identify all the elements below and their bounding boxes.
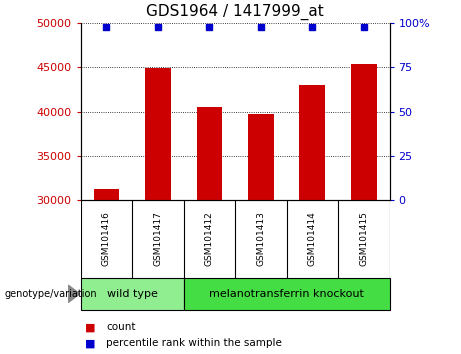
Bar	[248, 114, 274, 200]
Text: percentile rank within the sample: percentile rank within the sample	[106, 338, 282, 348]
Text: GSM101415: GSM101415	[359, 211, 368, 267]
Text: melanotransferrin knockout: melanotransferrin knockout	[209, 289, 364, 299]
Bar	[351, 64, 377, 200]
Bar	[145, 68, 171, 200]
Text: GSM101417: GSM101417	[154, 211, 162, 267]
Polygon shape	[68, 285, 80, 302]
Bar	[81, 278, 183, 310]
Text: GSM101414: GSM101414	[308, 212, 317, 266]
Text: genotype/variation: genotype/variation	[5, 289, 97, 299]
Text: GSM101413: GSM101413	[256, 211, 266, 267]
Text: count: count	[106, 322, 136, 332]
Bar	[300, 85, 325, 200]
Title: GDS1964 / 1417999_at: GDS1964 / 1417999_at	[146, 4, 324, 20]
Text: wild type: wild type	[106, 289, 158, 299]
Text: ■: ■	[85, 322, 96, 332]
Text: GSM101412: GSM101412	[205, 212, 214, 266]
Text: ■: ■	[85, 338, 96, 348]
Bar	[94, 188, 119, 200]
Bar	[183, 278, 390, 310]
Text: GSM101416: GSM101416	[102, 211, 111, 267]
Bar	[196, 107, 222, 200]
